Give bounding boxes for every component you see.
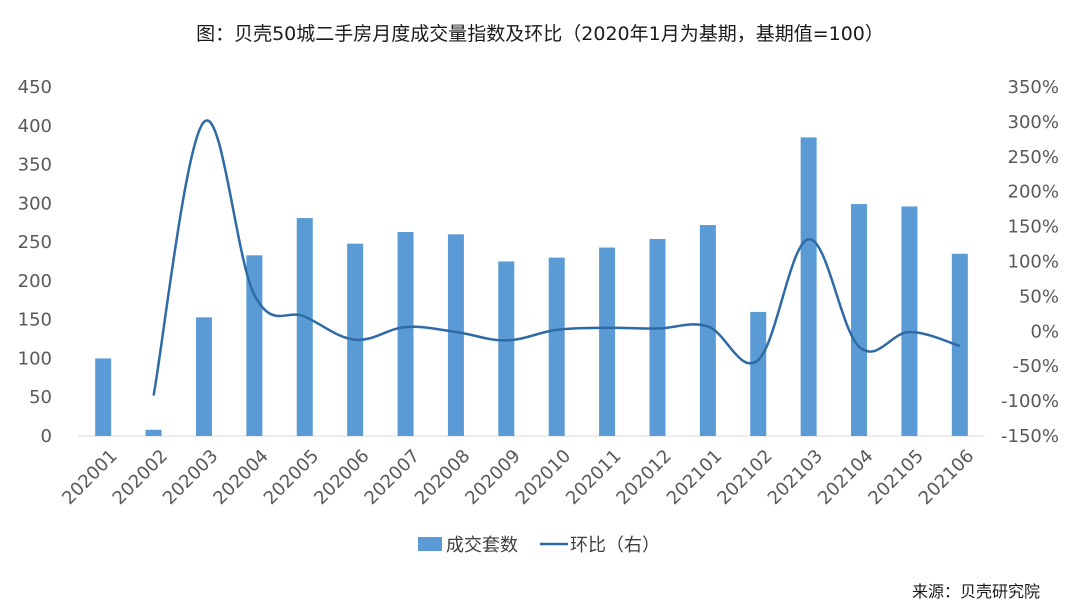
mom-line [152,119,961,396]
x-axis-tick: 202104 [814,446,877,509]
chart-title: 图：贝壳50城二手房月度成交量指数及环比（2020年1月为基期，基期值=100） [196,23,884,45]
right-axis-tick: 200% [1008,182,1059,203]
left-axis-tick: 350 [18,155,52,176]
right-axis-tick: 300% [1008,112,1059,133]
left-axis-tick: 300 [18,193,52,214]
right-y-axis: -150% -100% -50% 0% 50% 100% 150% 200% 250% 300% 3… [1001,77,1059,447]
left-axis-tick: 100 [18,348,52,369]
bar [649,239,666,436]
bar [800,137,817,436]
bar [851,204,868,436]
left-y-axis: 0 50 100 150 200 250 300 350 400 450 [18,77,52,447]
bar [95,358,112,436]
left-axis-tick: 50 [29,387,52,408]
right-axis-tick: -100% [1001,391,1059,412]
right-axis-tick: 0% [1030,321,1059,342]
right-axis-tick: -50% [1012,356,1059,377]
bar [750,311,767,436]
x-axis-tick: 202009 [461,446,524,509]
x-axis-tick: 202010 [512,446,575,509]
x-axis-tick: 202012 [612,446,675,509]
right-axis-tick: 100% [1008,252,1059,273]
x-axis-ticks: 2020012020022020032020042020052020062020… [58,446,978,509]
left-axis-tick: 400 [18,116,52,137]
bar [296,218,313,436]
right-axis-tick: 50% [1019,286,1059,307]
legend: 成交套数 环比（右） [418,535,660,556]
x-axis-tick: 202102 [713,446,776,509]
x-axis-tick: 202008 [411,446,474,509]
left-axis-tick: 450 [18,77,52,98]
x-axis-tick: 202002 [109,446,172,509]
right-axis-tick: -150% [1001,426,1059,447]
bar [901,206,918,436]
bar [447,234,464,436]
legend-label-line: 环比（右） [570,535,660,556]
x-axis-tick: 202003 [159,446,222,509]
x-axis-tick: 202011 [562,446,625,509]
x-axis-tick: 202006 [310,446,373,509]
right-axis-tick: 350% [1008,77,1059,98]
x-axis-tick: 202101 [663,446,726,509]
x-axis-tick: 202106 [915,446,978,509]
source-note: 来源：贝壳研究院 [912,582,1040,601]
x-axis-tick: 202005 [260,446,323,509]
right-axis-tick: 150% [1008,217,1059,238]
legend-label-bar: 成交套数 [446,535,518,556]
bar [498,261,515,436]
left-axis-tick: 250 [18,232,52,253]
x-axis-tick: 202105 [864,446,927,509]
bar [699,225,716,436]
right-axis-tick: 250% [1008,147,1059,168]
bar [195,317,212,436]
x-axis-tick: 202007 [361,446,424,509]
x-axis-tick: 202001 [58,446,121,509]
left-axis-tick: 200 [18,271,52,292]
left-axis-tick: 0 [41,426,52,447]
bar [548,257,565,436]
bar [599,247,616,436]
bar-series [95,137,968,436]
bar [145,429,162,436]
x-axis-tick: 202103 [764,446,827,509]
x-axis-tick: 202004 [209,446,272,509]
line-series [152,119,961,396]
left-axis-tick: 150 [18,310,52,331]
legend-swatch-bar [418,537,442,551]
bar [397,232,414,436]
